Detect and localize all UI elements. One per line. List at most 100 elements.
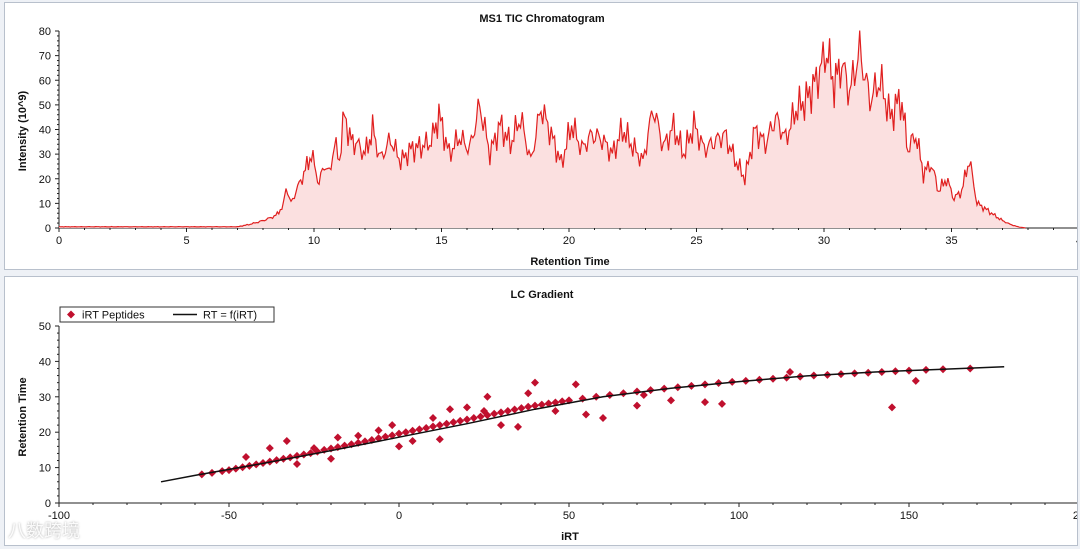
iRT-peptide-point — [463, 403, 471, 412]
tic-chromatogram-panel: MS1 TIC Chromatogram Retention Time Inte… — [4, 2, 1078, 270]
chart-title: LC Gradient — [511, 289, 574, 301]
iRT-peptide-point — [490, 409, 499, 418]
top-y-tick-label: 40 — [39, 125, 51, 137]
top-x-tick-label: 10 — [308, 235, 320, 247]
bottom-x-tick-label: 20 — [1073, 510, 1078, 522]
top-y-tick-label: 20 — [39, 174, 51, 186]
iRT-peptide-point — [449, 418, 458, 427]
bottom-y-tick-label: 20 — [39, 427, 51, 439]
iRT-peptide-point — [282, 437, 291, 446]
top-x-tick-label: 25 — [690, 235, 702, 247]
top-y-tick-label: 80 — [39, 26, 51, 38]
iRT-peptide-point — [327, 454, 335, 463]
iRT-peptide-point — [374, 434, 383, 443]
iRT-peptide-point — [469, 414, 478, 423]
bottom-y-tick-label: 0 — [45, 498, 51, 510]
iRT-peptide-point — [435, 421, 444, 430]
iRT-peptide-point — [524, 389, 533, 398]
iRT-peptide-point — [646, 386, 655, 395]
bottom-x-tick-label: -100 — [48, 510, 70, 522]
top-y-tick-label: 60 — [39, 75, 51, 87]
iRT-peptide-point — [582, 410, 590, 419]
iRT-peptide-point — [911, 376, 920, 385]
x-axis-title: Retention Time — [530, 256, 609, 268]
top-x-tick-label: 30 — [818, 235, 830, 247]
top-y-tick-label: 0 — [45, 223, 51, 235]
iRT-peptide-point — [544, 399, 553, 408]
iRT-peptide-point — [639, 391, 648, 400]
fit-line — [160, 365, 1005, 483]
iRT-peptide-point — [524, 402, 533, 411]
iRT-peptide-point — [429, 422, 437, 431]
tic-chromatogram-chart: MS1 TIC Chromatogram Retention Time Inte… — [17, 13, 1078, 268]
iRT-peptide-point — [551, 406, 560, 415]
y-axis-title: Intensity (10^9) — [17, 90, 29, 171]
iRT-peptide-point — [718, 399, 726, 408]
iRT-peptide-point — [293, 460, 301, 469]
legend-label-iRT-peptides: iRT Peptides — [82, 310, 145, 322]
watermark-logo: 八数跨境 — [8, 517, 80, 543]
top-y-tick-label: 10 — [39, 198, 51, 210]
iRT-peptide-point — [531, 378, 539, 387]
iRT-peptide-point — [463, 415, 471, 424]
iRT-peptide-point — [786, 368, 794, 377]
iRT-peptide-point — [476, 412, 485, 421]
bottom-y-tick-label: 30 — [39, 392, 51, 404]
watermark-text: 八数跨境 — [8, 521, 80, 542]
top-x-tick-label: 35 — [945, 235, 957, 247]
legend-label-fit: RT = f(iRT) — [203, 310, 257, 322]
iRT-peptide-point — [401, 428, 410, 437]
top-x-tick-label: 0 — [56, 235, 62, 247]
legend-box — [59, 306, 275, 323]
tic-area-fill — [59, 30, 1026, 228]
bottom-x-tick-label: -50 — [221, 510, 237, 522]
bottom-x-tick-label: 100 — [730, 510, 748, 522]
iRT-peptide-point — [333, 433, 342, 442]
bottom-x-tick-label: 0 — [396, 510, 402, 522]
iRT-peptide-point — [701, 398, 709, 407]
iRT-peptide-point — [265, 444, 274, 453]
iRT-peptide-point — [578, 394, 587, 403]
iRT-peptide-point — [605, 391, 614, 400]
iRT-peptide-point — [503, 406, 512, 415]
iRT-peptide-point — [497, 421, 505, 430]
iRT-peptide-point — [435, 435, 444, 444]
bottom-x-tick-label: 50 — [563, 510, 575, 522]
legend-marker-diamond — [67, 310, 75, 319]
iRT-peptide-point — [497, 408, 505, 417]
chart-title: MS1 TIC Chromatogram — [479, 13, 605, 25]
iRT-peptide-point — [354, 431, 363, 440]
lc-gradient-panel: LC Gradient iRT Retention Time -100 -50 0 5… — [4, 276, 1078, 546]
top-y-tick-label: 30 — [39, 149, 51, 161]
top-y-tick-label: 50 — [39, 100, 51, 112]
top-x-tick-label: 15 — [435, 235, 447, 247]
iRT-peptide-point — [571, 380, 580, 389]
top-y-tick-label: 70 — [39, 51, 51, 63]
iRT-peptide-point — [537, 400, 546, 409]
iRT-peptide-point — [415, 425, 424, 434]
iRT-peptide-point — [667, 396, 675, 405]
iRT-peptide-point — [395, 429, 403, 438]
iRT-peptide-point — [531, 401, 539, 410]
top-x-tick-label: 5 — [183, 235, 189, 247]
bottom-y-tick-label: 10 — [39, 463, 51, 475]
iRT-peptide-point — [888, 403, 896, 412]
iRT-peptide-point — [619, 389, 628, 398]
iRT-peptide-point — [483, 392, 492, 401]
iRT-peptide-point — [480, 406, 488, 415]
iRT-peptide-point — [408, 426, 417, 435]
iRT-peptide-point — [374, 426, 383, 435]
y-axis-title: Retention Time — [17, 377, 29, 456]
top-x-tick-label: 4 — [1076, 235, 1078, 247]
bottom-y-tick-label: 50 — [39, 321, 51, 333]
iRT-peptide-point — [408, 437, 417, 446]
tic-trace-line — [58, 30, 1026, 229]
iRT-peptide-point — [310, 444, 318, 453]
bottom-x-tick-label: 150 — [900, 510, 918, 522]
bottom-y-tick-label: 40 — [39, 356, 51, 368]
iRT-peptide-point — [388, 421, 397, 430]
iRT-peptide-point — [633, 401, 641, 410]
lc-gradient-chart: LC Gradient iRT Retention Time -100 -50 0 5… — [17, 289, 1078, 543]
top-x-tick-label: 20 — [563, 235, 575, 247]
iRT-peptide-point — [429, 414, 437, 423]
